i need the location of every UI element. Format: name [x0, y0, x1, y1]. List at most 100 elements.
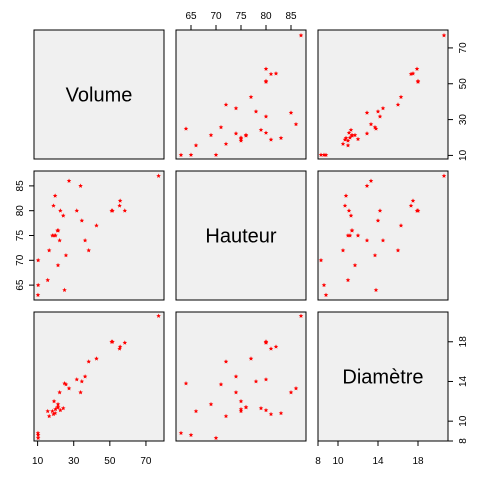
tick-label-left-hauteur-65: 65 — [15, 279, 26, 291]
point-diametre-hauteur-30 — [415, 208, 421, 213]
point-volume-hauteur-6 — [52, 193, 58, 198]
tick-label-bottom-volume-50: 50 — [104, 456, 116, 467]
point-volume-diametre-11 — [60, 405, 66, 411]
point-hauteur-diametre-1 — [213, 435, 219, 440]
point-volume-hauteur-21 — [79, 218, 85, 223]
point-diametre-hauteur-15 — [355, 233, 361, 238]
point-volume-hauteur-4 — [46, 247, 52, 253]
point-diametre-hauteur-17 — [364, 183, 370, 188]
point-diametre-volume-16 — [364, 131, 370, 136]
point-volume-diametre-20 — [62, 381, 67, 386]
point-volume-hauteur-17 — [78, 183, 83, 188]
point-diametre-volume-10 — [347, 135, 353, 140]
point-diametre-hauteur-10 — [347, 233, 353, 238]
point-hauteur-volume-1 — [213, 152, 219, 157]
point-hauteur-diametre-13 — [243, 404, 249, 410]
point-hauteur-volume-26 — [268, 71, 274, 77]
point-hauteur-diametre-18 — [293, 386, 299, 391]
point-hauteur-diametre-9 — [263, 407, 269, 413]
point-volume-diametre-15 — [51, 398, 57, 404]
point-hauteur-volume-24 — [223, 102, 229, 107]
tick-label-right-volume-50: 50 — [458, 78, 469, 90]
point-volume-diametre-1 — [35, 435, 41, 440]
point-diametre-volume-1 — [318, 152, 324, 157]
point-diametre-hauteur-5 — [342, 203, 348, 208]
point-hauteur-volume-8 — [238, 138, 244, 143]
panel-diametre-volume — [33, 311, 165, 442]
point-diametre-volume-31 — [441, 32, 447, 38]
point-diametre-volume-6 — [343, 135, 349, 140]
point-volume-diametre-7 — [45, 408, 50, 414]
point-diametre-hauteur-16 — [364, 238, 370, 243]
tick-label-top-hauteur-70: 70 — [210, 11, 222, 22]
point-diametre-volume-9 — [346, 130, 352, 135]
tick-label-left-hauteur-70: 70 — [15, 254, 26, 266]
point-diametre-hauteur-2 — [321, 282, 327, 288]
point-hauteur-volume-6 — [278, 135, 284, 140]
point-hauteur-volume-14 — [208, 132, 214, 138]
tick-label-bottom-diametre-14: 14 — [372, 456, 384, 467]
point-volume-hauteur-14 — [55, 262, 61, 268]
panel-volume-diametre — [317, 29, 449, 160]
point-hauteur-volume-9 — [263, 130, 269, 135]
point-diametre-volume-15 — [355, 136, 361, 142]
point-volume-hauteur-31 — [156, 173, 161, 178]
point-diametre-hauteur-7 — [345, 277, 351, 283]
variable-label-hauteur: Hauteur — [205, 226, 276, 248]
point-diametre-hauteur-11 — [348, 213, 354, 218]
tick-label-top-hauteur-75: 75 — [235, 11, 247, 22]
point-hauteur-diametre-27 — [273, 344, 279, 349]
point-volume-hauteur-13 — [55, 228, 61, 233]
point-volume-diametre-19 — [63, 382, 69, 387]
point-diametre-volume-11 — [348, 127, 354, 132]
point-diametre-volume-7 — [345, 142, 351, 148]
point-diametre-volume-14 — [352, 132, 358, 138]
point-hauteur-diametre-3 — [178, 430, 184, 435]
point-hauteur-diametre-20 — [183, 381, 189, 386]
point-hauteur-diametre-16 — [233, 389, 239, 395]
point-diametre-hauteur-18 — [368, 178, 374, 183]
variable-label-diametre: Diamètre — [342, 367, 423, 389]
point-volume-diametre-22 — [74, 377, 80, 382]
point-diametre-volume-23 — [380, 105, 386, 111]
point-hauteur-diametre-8 — [238, 408, 244, 414]
point-diametre-hauteur-4 — [340, 247, 346, 253]
point-diametre-hauteur-3 — [323, 292, 329, 297]
point-hauteur-volume-4 — [223, 141, 229, 146]
tick-label-bottom-volume-10: 10 — [32, 456, 44, 467]
point-diametre-volume-4 — [340, 141, 346, 146]
tick-label-right-diametre-10: 10 — [458, 415, 469, 427]
panel-diametre-hauteur — [175, 311, 307, 442]
point-hauteur-diametre-25 — [248, 356, 254, 361]
point-diametre-volume-30 — [415, 79, 421, 84]
point-diametre-hauteur-9 — [346, 208, 352, 213]
point-diametre-volume-28 — [414, 66, 420, 71]
point-hauteur-diametre-22 — [263, 377, 269, 382]
point-diametre-volume-18 — [368, 121, 374, 127]
panel-hauteur-diametre — [317, 170, 449, 301]
point-hauteur-volume-18 — [293, 121, 299, 127]
tick-label-left-hauteur-75: 75 — [15, 230, 26, 242]
point-hauteur-diametre-6 — [278, 410, 284, 416]
point-hauteur-volume-16 — [233, 131, 239, 136]
tick-label-bottom-volume-70: 70 — [140, 456, 152, 467]
point-hauteur-volume-5 — [268, 137, 274, 142]
point-volume-hauteur-2 — [35, 282, 41, 288]
point-volume-hauteur-5 — [51, 203, 56, 208]
point-hauteur-volume-3 — [178, 152, 184, 157]
tick-label-left-hauteur-80: 80 — [15, 205, 26, 217]
point-diametre-hauteur-25 — [398, 223, 404, 228]
tick-label-right-diametre-14: 14 — [458, 375, 469, 387]
point-hauteur-diametre-21 — [253, 379, 259, 384]
point-volume-diametre-9 — [58, 407, 63, 413]
point-diametre-volume-24 — [395, 102, 401, 107]
point-hauteur-volume-30 — [263, 79, 269, 84]
point-hauteur-diametre-24 — [223, 359, 229, 364]
tick-label-top-hauteur-80: 80 — [260, 11, 272, 22]
tick-label-right-diametre-8: 8 — [458, 438, 469, 444]
point-volume-diametre-2 — [35, 432, 41, 437]
point-diametre-volume-25 — [398, 94, 404, 99]
point-hauteur-diametre-15 — [238, 398, 244, 404]
panel-diametre-diametre — [317, 311, 449, 442]
